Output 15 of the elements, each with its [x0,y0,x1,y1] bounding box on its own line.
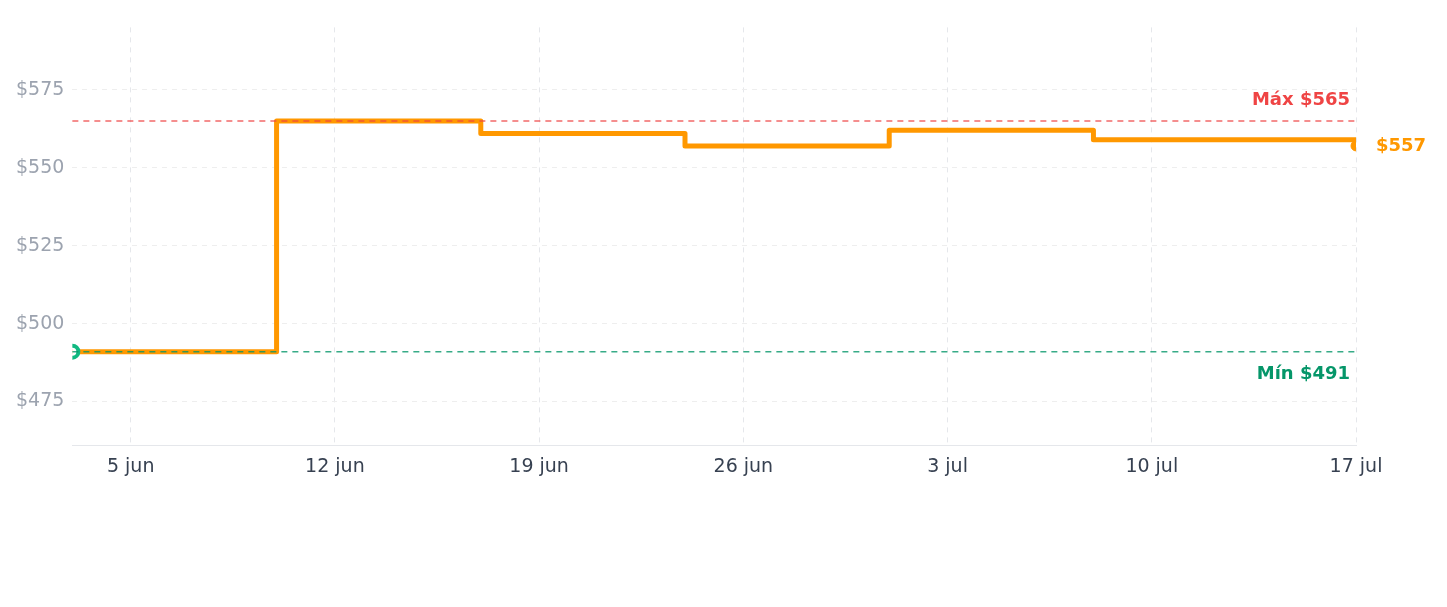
x-tick-label: 12 jun [305,453,365,476]
x-tick-label: 26 jun [713,453,774,476]
y-tick-label: $550 [15,154,65,177]
y-tick-label: $525 [15,232,65,255]
y-tick-label: $500 [15,310,65,333]
x-tick-label: 5 jun [106,453,155,476]
data-label: $557 [1376,133,1427,155]
ref-line-label: Mín $491 [1256,362,1350,384]
x-tick-label: 17 jul [1329,453,1383,476]
x-tick-label: 19 jun [509,453,569,476]
y-tick-label: $475 [15,388,65,411]
x-tick-label: 3 jul [927,453,968,476]
y-tick-label: $575 [15,76,65,99]
ref-line-label: Máx $565 [1251,87,1350,109]
x-tick-label: 10 jul [1125,453,1179,476]
